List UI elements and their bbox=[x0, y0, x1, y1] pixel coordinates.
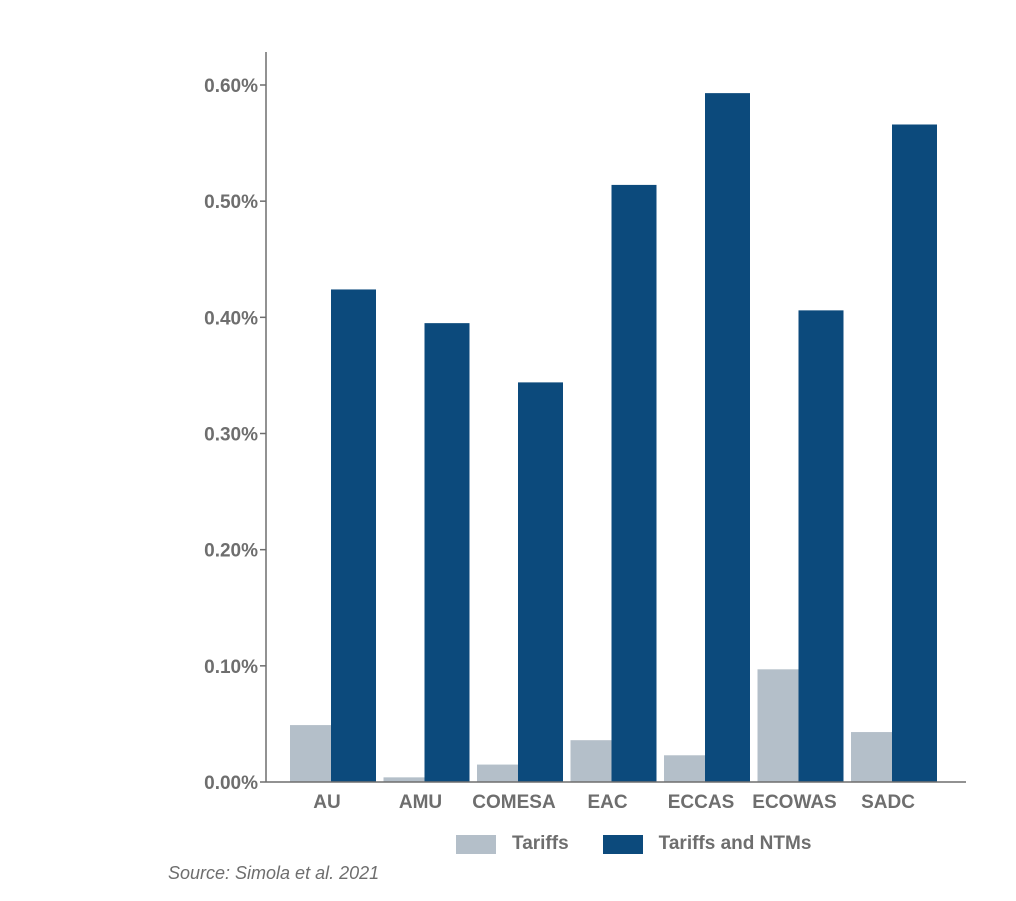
legend-swatch-tariffs-and-ntms bbox=[602, 834, 643, 854]
y-tick-label: 0.10% bbox=[204, 657, 258, 678]
legend-item-tariffs-and-ntms: Tariffs and NTMs bbox=[602, 833, 812, 855]
bar-tariffs-and-ntms-eccas bbox=[705, 93, 750, 783]
bar-tariffs-and-ntms-comesa bbox=[518, 382, 563, 782]
bar-tariffs-au bbox=[290, 725, 331, 782]
bar-tariffs-amu bbox=[383, 777, 425, 782]
bar-tariffs-and-ntms-eac bbox=[611, 184, 657, 783]
bar-tariffs-and-ntms-sadc bbox=[892, 124, 937, 783]
legend-label-tariffs: Tariffs bbox=[512, 833, 569, 854]
bar-tariffs-and-ntms-au bbox=[331, 289, 376, 782]
y-tick-label: 0.20% bbox=[204, 541, 258, 562]
x-category-label: ECCAS bbox=[668, 792, 735, 813]
bar-tariffs-sadc bbox=[851, 732, 892, 782]
legend: Tariffs Tariffs and NTMs bbox=[456, 833, 845, 855]
legend-label-tariffs-and-ntms: Tariffs and NTMs bbox=[658, 833, 812, 854]
x-category-label: ECOWAS bbox=[752, 792, 836, 813]
y-tick-label: 0.60% bbox=[204, 76, 258, 97]
bars-layer bbox=[290, 93, 937, 783]
y-tick-label: 0.00% bbox=[204, 773, 258, 794]
y-tick-label: 0.30% bbox=[204, 425, 258, 446]
bar-tariffs-ecowas bbox=[757, 669, 799, 782]
bar-tariffs-and-ntms-amu bbox=[424, 323, 470, 782]
x-category-label: EAC bbox=[587, 792, 627, 813]
y-axis-ticks: 0.00% 0.10% 0.20% 0.30% 0.40% 0.50% 0.60% bbox=[204, 76, 266, 794]
x-category-label: SADC bbox=[861, 792, 915, 813]
source-note: Source: Simola et al. 2021 bbox=[168, 863, 380, 883]
x-category-label: AMU bbox=[399, 792, 442, 813]
x-category-label: COMESA bbox=[472, 792, 556, 813]
bar-tariffs-comesa bbox=[477, 764, 518, 782]
x-axis-labels: AU AMU COMESA EAC ECCAS ECOWAS SADC bbox=[313, 792, 915, 813]
legend-swatch-tariffs bbox=[456, 834, 496, 854]
legend-item-tariffs: Tariffs bbox=[456, 833, 569, 855]
bar-tariffs-eccas bbox=[664, 755, 705, 782]
y-tick-label: 0.50% bbox=[204, 192, 258, 213]
x-category-label: AU bbox=[313, 792, 340, 813]
bar-tariffs-and-ntms-ecowas bbox=[798, 310, 844, 782]
y-tick-label: 0.40% bbox=[204, 308, 258, 329]
bar-tariffs-eac bbox=[570, 740, 612, 782]
